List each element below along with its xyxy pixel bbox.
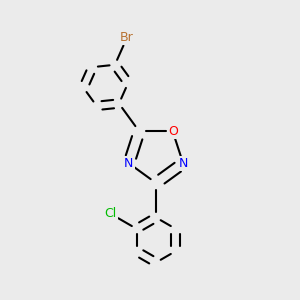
Text: N: N — [178, 157, 188, 170]
Text: Br: Br — [120, 31, 134, 44]
Text: O: O — [168, 125, 178, 138]
Text: Cl: Cl — [104, 207, 117, 220]
Text: N: N — [124, 157, 134, 170]
